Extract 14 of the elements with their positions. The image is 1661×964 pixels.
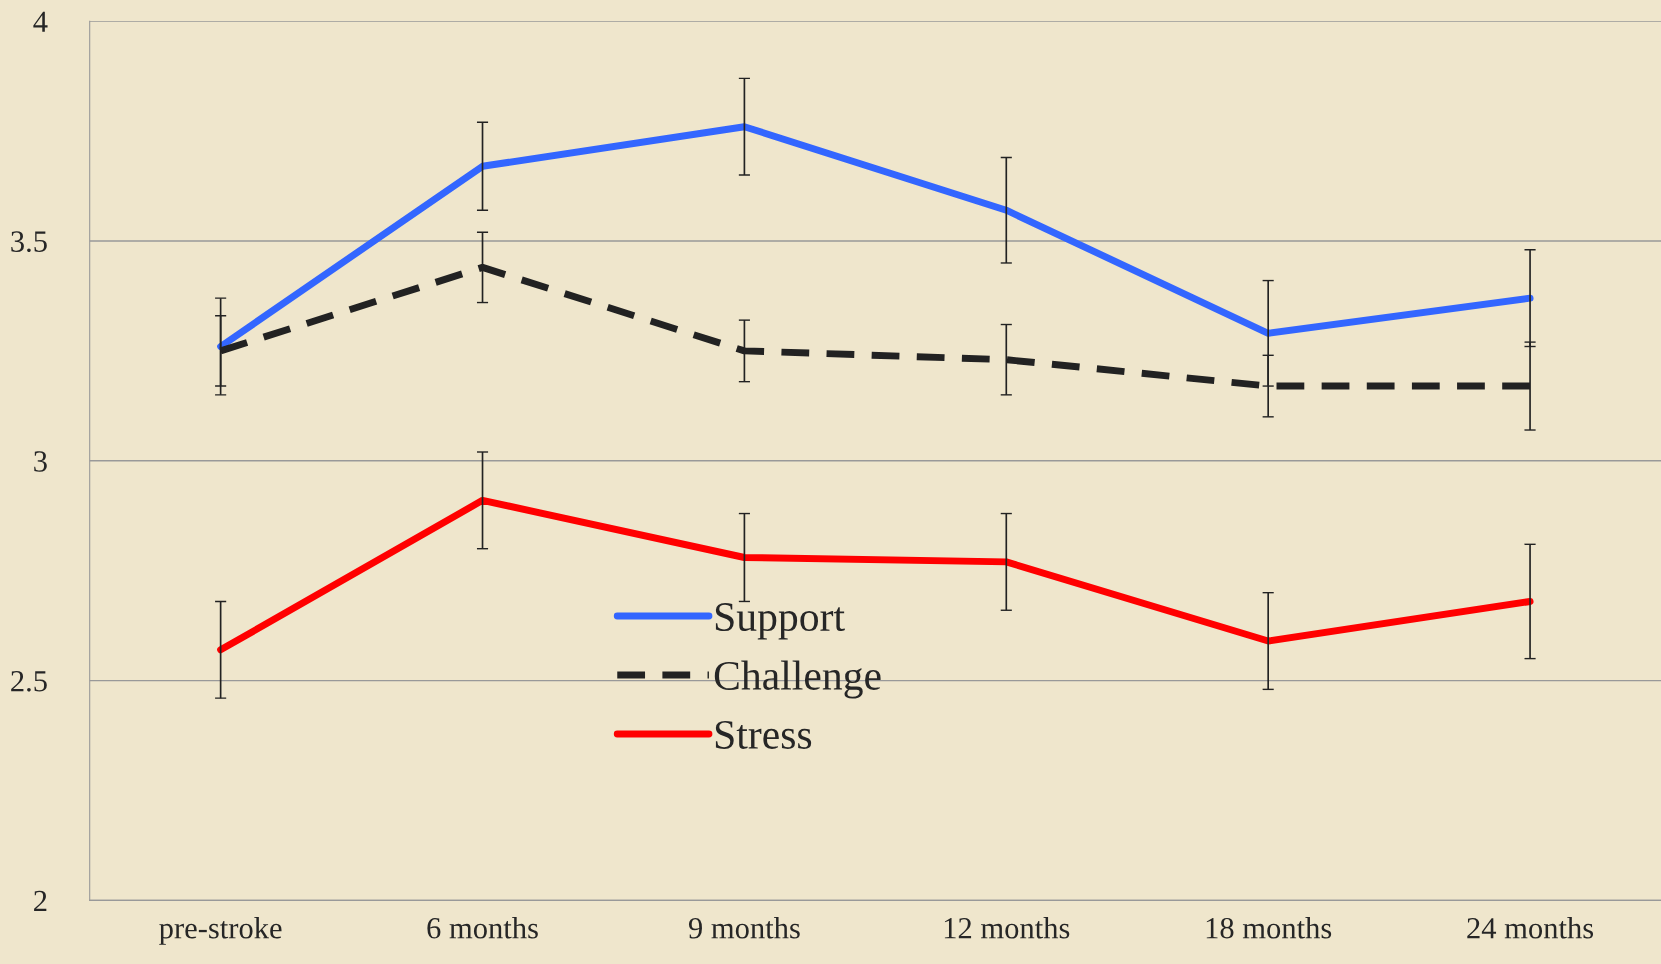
y-tick-label: 2 [34, 890, 47, 911]
x-tick-label: 9 months [688, 917, 800, 939]
y-tick-label: 3.5 [11, 231, 47, 253]
legend-label: Stress [715, 720, 812, 749]
x-tick-label: pre-stroke [159, 917, 282, 945]
x-tick-label: 12 months [944, 917, 1070, 939]
y-tick-label: 4 [33, 11, 48, 32]
y-tick-label: 3 [34, 451, 47, 472]
x-tick-label: 24 months [1467, 917, 1594, 939]
x-tick-label: 18 months [1206, 917, 1332, 939]
x-tick-label: 6 months [427, 917, 538, 939]
legend-label: Challenge [714, 660, 881, 699]
y-tick-label: 2.5 [11, 670, 47, 692]
legend-label: Support [715, 603, 845, 640]
